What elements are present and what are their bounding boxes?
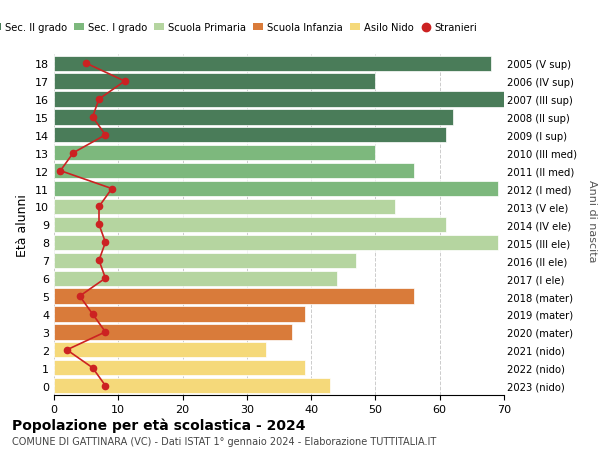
Bar: [54, 360, 305, 375]
Bar: [54, 92, 504, 107]
Bar: [54, 289, 414, 304]
Bar: [54, 164, 414, 179]
Bar: [54, 307, 305, 322]
Text: Anni di nascita: Anni di nascita: [587, 179, 597, 262]
Legend: Sec. II grado, Sec. I grado, Scuola Primaria, Scuola Infanzia, Asilo Nido, Stran: Sec. II grado, Sec. I grado, Scuola Prim…: [0, 19, 481, 37]
Bar: [54, 110, 452, 125]
Bar: [54, 56, 491, 72]
Bar: [54, 271, 337, 286]
Bar: [54, 217, 446, 233]
Bar: [54, 325, 292, 340]
Bar: [54, 74, 376, 90]
Bar: [54, 378, 331, 393]
Bar: [54, 235, 497, 251]
Y-axis label: Età alunni: Età alunni: [16, 194, 29, 256]
Text: Popolazione per età scolastica - 2024: Popolazione per età scolastica - 2024: [12, 418, 305, 432]
Bar: [54, 199, 395, 215]
Bar: [54, 146, 376, 161]
Bar: [54, 342, 266, 358]
Text: COMUNE DI GATTINARA (VC) - Dati ISTAT 1° gennaio 2024 - Elaborazione TUTTITALIA.: COMUNE DI GATTINARA (VC) - Dati ISTAT 1°…: [12, 436, 436, 446]
Bar: [54, 128, 446, 143]
Bar: [54, 253, 356, 268]
Bar: [54, 182, 497, 197]
